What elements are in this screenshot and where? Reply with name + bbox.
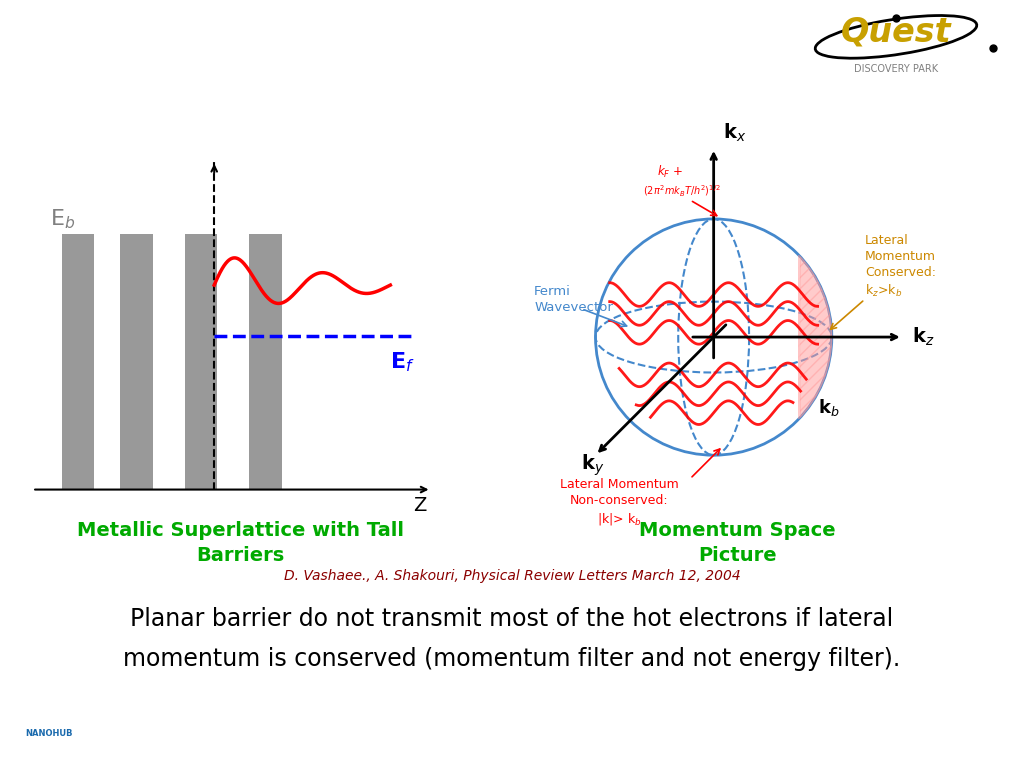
Text: PURDUE
UNIVERSITY: PURDUE UNIVERSITY — [113, 723, 169, 743]
Text: k$_y$: k$_y$ — [582, 452, 605, 478]
Text: $(2\pi^2mk_BT/h^2)^{1/2}$: $(2\pi^2mk_BT/h^2)^{1/2}$ — [643, 184, 721, 199]
Text: A. Shakouri nanoHUB-U Fall 2013: A. Shakouri nanoHUB-U Fall 2013 — [328, 723, 696, 743]
Bar — [61, 234, 94, 489]
Text: 13: 13 — [963, 723, 993, 743]
Text: Lateral
Momentum
Conserved:
k$_z$>k$_b$: Lateral Momentum Conserved: k$_z$>k$_b$ — [865, 233, 936, 299]
Text: k$_z$: k$_z$ — [912, 326, 935, 348]
Text: $k_F$ +: $k_F$ + — [657, 164, 683, 180]
Text: E$_b$: E$_b$ — [50, 207, 75, 231]
Text: E$_f$: E$_f$ — [390, 350, 415, 373]
Text: Z: Z — [413, 496, 426, 515]
Text: Quest: Quest — [841, 16, 951, 48]
Text: Hot Electron Filtering (Thermionic
Emission) in Metallic Superlattices: Hot Electron Filtering (Thermionic Emiss… — [15, 9, 610, 74]
Text: Fermi
Wavevector: Fermi Wavevector — [535, 285, 613, 314]
Text: Momentum Space
Picture: Momentum Space Picture — [639, 521, 836, 565]
Text: k$_b$: k$_b$ — [817, 396, 839, 418]
Text: D. Vashaee., A. Shakouri, Physical Review Letters March 12, 2004: D. Vashaee., A. Shakouri, Physical Revie… — [284, 569, 740, 583]
Text: k$_x$: k$_x$ — [723, 121, 746, 144]
Bar — [185, 234, 217, 489]
Text: Planar barrier do not transmit most of the hot electrons if lateral: Planar barrier do not transmit most of t… — [130, 607, 894, 631]
Polygon shape — [799, 255, 831, 419]
Text: momentum is conserved (momentum filter and not energy filter).: momentum is conserved (momentum filter a… — [123, 647, 901, 670]
Text: Lateral Momentum
Non-conserved:
|k|> k$_b$: Lateral Momentum Non-conserved: |k|> k$_… — [560, 478, 679, 527]
Bar — [250, 234, 282, 489]
Text: DISCOVERY PARK: DISCOVERY PARK — [854, 64, 938, 74]
Bar — [10, 710, 92, 757]
Bar — [120, 234, 153, 489]
Text: NANOHUB: NANOHUB — [26, 729, 73, 738]
Text: Metallic Superlattice with Tall
Barriers: Metallic Superlattice with Tall Barriers — [77, 521, 404, 565]
